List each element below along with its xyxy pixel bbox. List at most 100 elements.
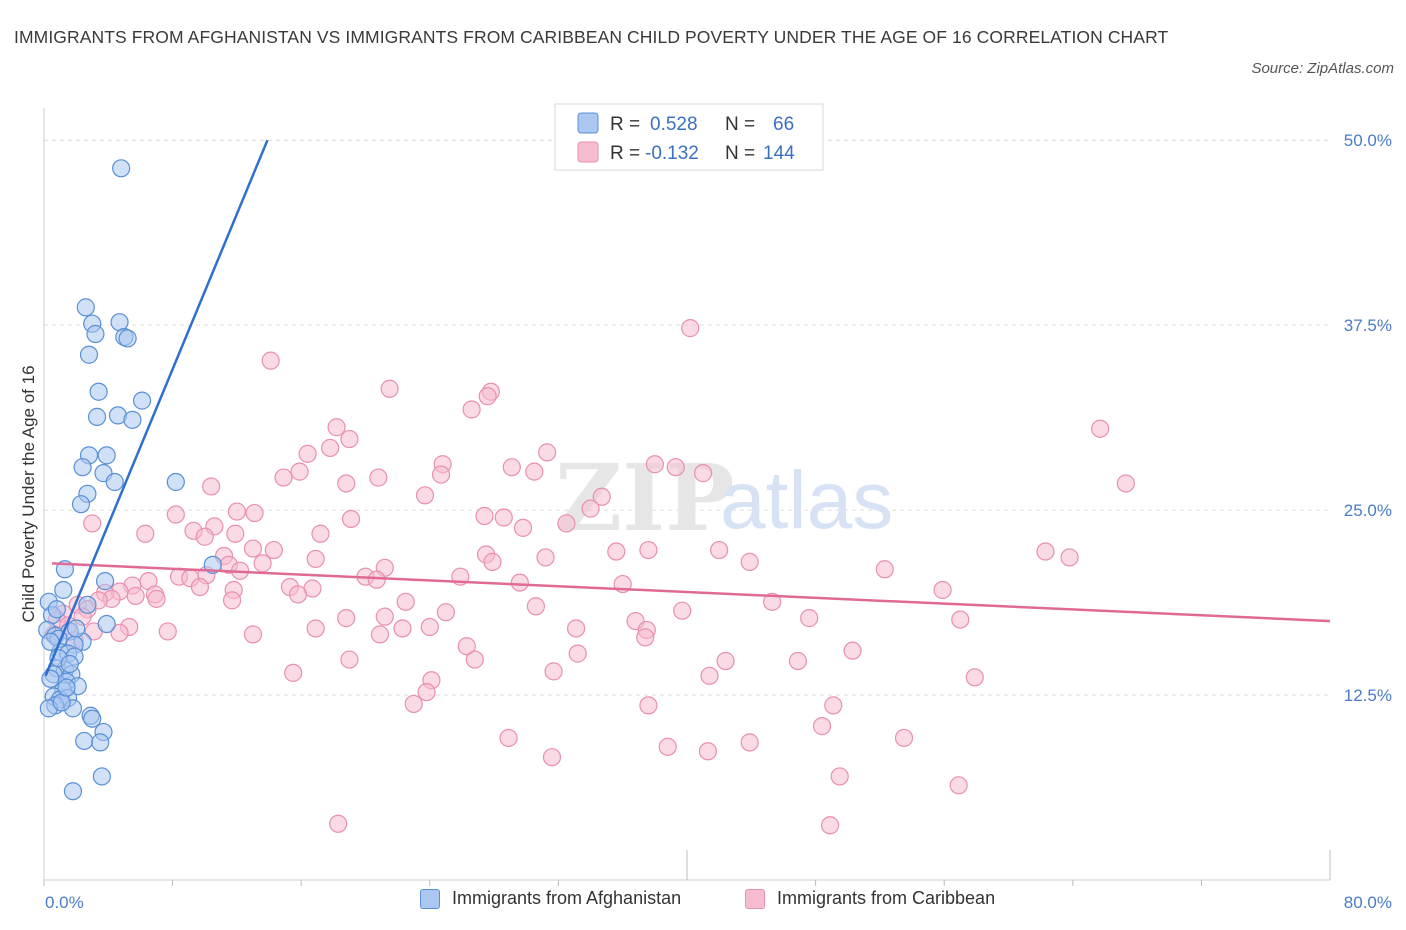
caribbean-point [110,623,129,643]
caribbean-point [306,549,325,569]
legend-r-value: 0.528 [650,114,698,135]
afghanistan-point [166,472,185,492]
afghanistan-point [67,619,86,638]
caribbean-point [716,651,735,671]
legend-n-label: N = [725,114,755,135]
caribbean-point [306,619,325,638]
caribbean-point [824,696,843,715]
caribbean-point [639,696,658,715]
caribbean-point [800,609,819,628]
x-tick-labels: 0.0% 80.0% [45,893,1392,912]
afghanistan-point [78,595,97,614]
caribbean-point [494,508,513,527]
caribbean-point [340,429,359,449]
caribbean-point [965,668,984,687]
caribbean-point [465,650,484,669]
caribbean-point [396,592,415,611]
caribbean-point [222,591,242,610]
caribbean-point [607,542,626,561]
caribbean-point [830,767,849,786]
caribbean-point [147,589,166,608]
caribbean-point [636,628,655,647]
legend-swatch-caribbean [745,888,765,909]
afghanistan-point [73,458,92,477]
caribbean-point [202,477,221,496]
series-afghanistan-points [38,159,222,801]
afghanistan-point [123,410,142,429]
legend-label-caribbean: Immigrants from Caribbean [777,888,996,908]
caribbean-point [740,552,759,571]
afghanistan-trend-line [44,139,269,677]
caribbean-point [740,733,759,752]
caribbean-point [566,619,586,638]
caribbean-point [321,438,340,458]
series-caribbean-points [44,319,1135,835]
afghanistan-point [71,495,91,514]
caribbean-point [290,462,309,481]
legend-swatch-afghanistan [420,888,440,909]
caribbean-point [264,540,283,560]
caribbean-point [510,573,529,592]
caribbean-point [639,540,658,560]
caribbean-point [417,682,436,702]
caribbean-point [542,748,562,767]
caribbean-point [462,400,481,419]
caribbean-point [83,514,102,533]
caribbean-point [894,728,914,748]
caribbean-point [436,603,455,622]
caribbean-point [340,650,359,669]
axes [43,108,1331,886]
caribbean-point [288,585,308,604]
caribbean-point [243,539,263,558]
legend-label-afghanistan: Immigrants from Afghanistan [452,888,682,908]
afghanistan-point [63,782,83,801]
caribbean-point [483,552,502,571]
caribbean-point [538,443,557,462]
caribbean-point [933,580,952,600]
legend-swatch-caribbean [577,141,599,163]
caribbean-point [420,617,439,637]
chart-title: IMMIGRANTS FROM AFGHANISTAN VS IMMIGRANT… [14,27,1169,47]
caribbean-point [457,637,476,656]
watermark-zip: ZIP [555,444,734,552]
afghanistan-point [112,159,131,178]
caribbean-point [700,666,719,685]
caribbean-point [166,505,185,524]
caribbean-point [710,540,729,560]
afghanistan-point [203,555,222,574]
legend-item-caribbean: Immigrants from Caribbean [745,888,995,909]
caribbean-point [502,458,521,477]
afghanistan-point [92,767,111,786]
afghanistan-point [83,709,102,728]
caribbean-point [341,509,361,529]
watermark: ZIP atlas [555,444,893,552]
caribbean-point [875,560,894,579]
caribbean-point [843,641,862,660]
caribbean-point [812,717,832,736]
caribbean-point [693,464,713,483]
caribbean-point [431,465,451,484]
caribbean-point [1060,548,1079,567]
y-tick-label: 50.0% [1344,131,1392,150]
caribbean-point [126,586,145,606]
caribbean-point [544,662,563,681]
caribbean-point [327,418,346,437]
caribbean-point [415,486,435,505]
caribbean-point [375,607,394,626]
caribbean-point [337,609,356,628]
afghanistan-point [118,329,137,348]
series-legend: Immigrants from Afghanistan Immigrants f… [0,888,1406,918]
caribbean-point [136,524,155,543]
caribbean-point [681,319,700,338]
caribbean-point [337,474,356,493]
caribbean-point [478,387,497,406]
caribbean-point [951,610,970,629]
caribbean-point [1116,474,1135,493]
afghanistan-point [97,614,116,634]
legend-n-value: 144 [763,143,795,164]
caribbean-point [1036,542,1055,561]
afghanistan-point [91,733,110,752]
legend-r-label: R = [610,114,640,135]
afghanistan-point [86,324,105,344]
